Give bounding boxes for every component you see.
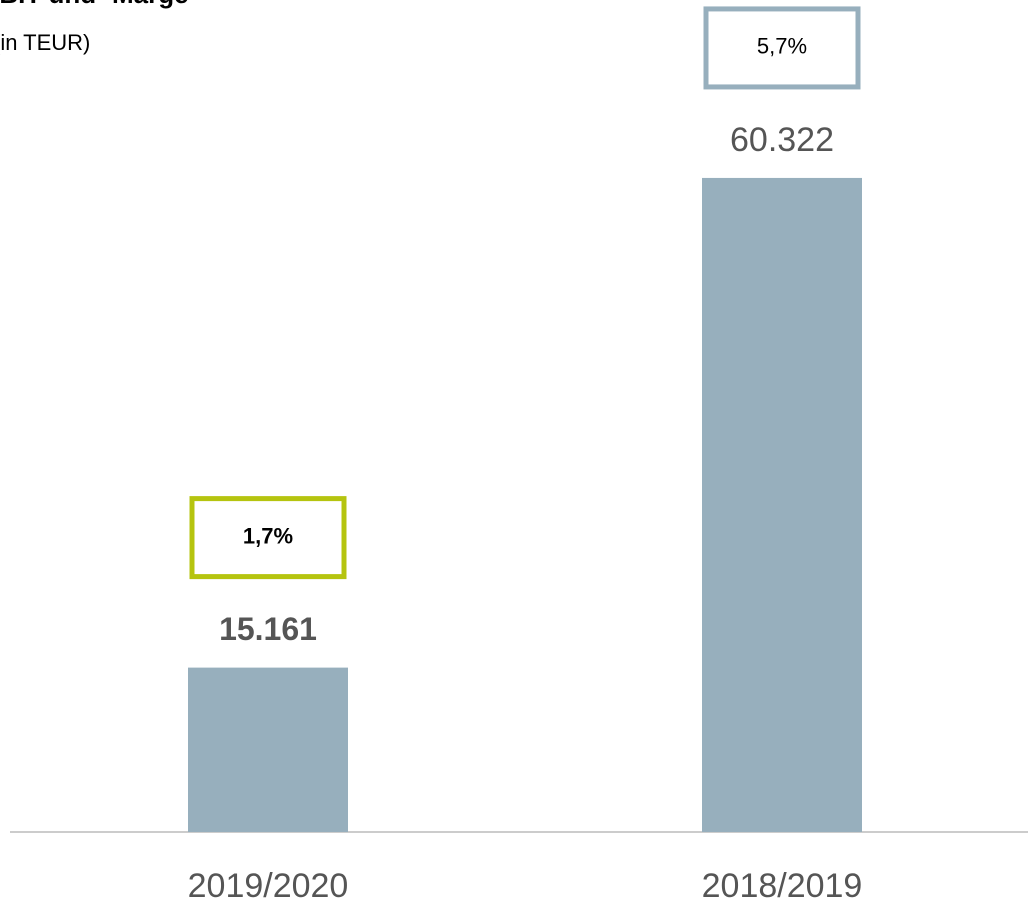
x-tick-label: 2019/2020 xyxy=(188,867,349,905)
chart-title: EBIT und -Marge xyxy=(0,0,189,9)
value-label: 15.161 xyxy=(219,611,317,647)
chart-subtitle: (in TEUR) xyxy=(0,30,90,55)
bar xyxy=(188,667,348,832)
margin-box xyxy=(189,496,347,580)
margin-label: 1,7% xyxy=(243,523,293,548)
margin-box xyxy=(703,6,861,90)
margin-label: 5,7% xyxy=(757,34,807,59)
x-tick-label: 2018/2019 xyxy=(702,867,863,905)
value-label: 60.322 xyxy=(730,121,834,159)
bar xyxy=(702,177,862,833)
